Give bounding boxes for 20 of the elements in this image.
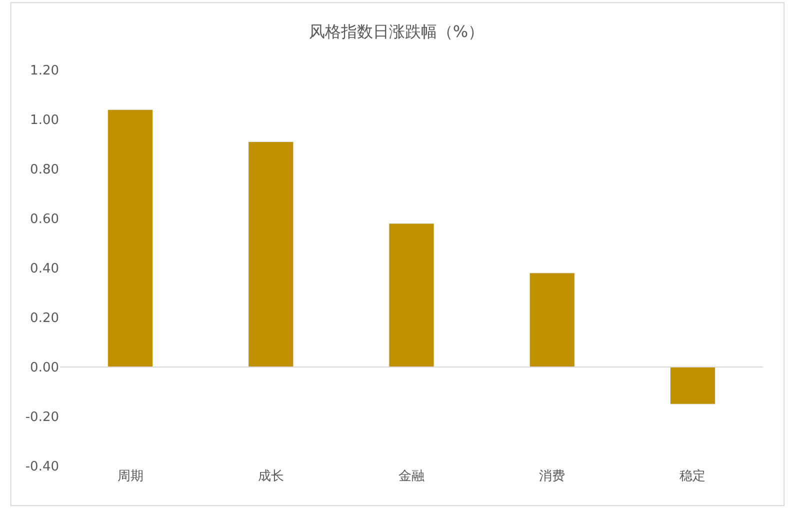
y-tick-label: 0.00 [30,360,59,376]
x-tick-label: 消费 [539,469,566,484]
y-tick-label: 0.20 [30,311,59,326]
bar [670,366,716,404]
x-tick-label: 成长 [258,469,284,484]
bar [248,142,294,368]
y-tick-label: 0.80 [30,162,59,178]
y-tick-label: -0.40 [25,460,59,475]
y-tick-label: 0.60 [30,212,59,228]
y-tick-label: 1.20 [30,64,59,79]
bar [529,272,575,368]
chart-title: 风格指数日涨跌幅（%） [308,22,484,41]
y-tick-label: 0.40 [30,262,59,277]
y-tick-label: 1.00 [30,113,59,128]
x-tick-label: 周期 [117,469,144,484]
y-tick-label: -0.20 [25,410,59,426]
x-tick-label: 金融 [398,469,424,484]
x-tick-label: 稳定 [680,469,706,484]
bar [108,109,154,368]
bar [388,223,434,368]
